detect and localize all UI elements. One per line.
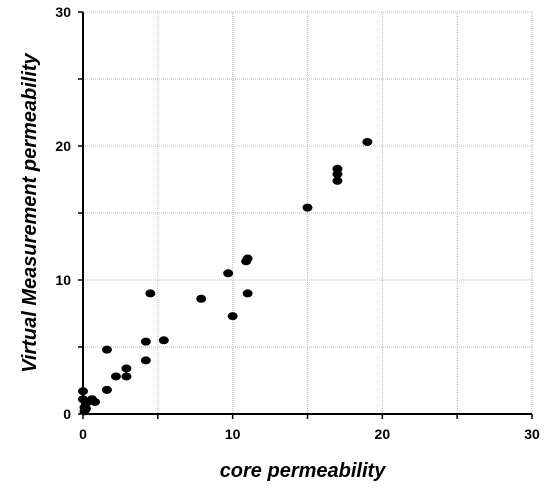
data-point bbox=[89, 397, 100, 406]
x-axis-title: core permeability bbox=[220, 460, 387, 482]
data-point bbox=[223, 269, 234, 278]
data-point bbox=[121, 364, 132, 373]
grid-lines bbox=[83, 11, 533, 414]
x-tick-label: 10 bbox=[225, 426, 241, 442]
data-point bbox=[140, 356, 151, 365]
data-point bbox=[196, 294, 207, 303]
x-tick-label: 20 bbox=[375, 426, 391, 442]
axes bbox=[78, 11, 533, 419]
data-points bbox=[78, 137, 373, 416]
data-point bbox=[332, 176, 343, 185]
y-axis-title: Virtual Measurement permeability bbox=[19, 52, 41, 372]
data-point bbox=[362, 137, 373, 146]
data-point bbox=[121, 372, 132, 381]
data-point bbox=[78, 387, 88, 396]
x-tick-label: 30 bbox=[524, 426, 540, 442]
data-point bbox=[227, 312, 238, 321]
data-point bbox=[140, 337, 151, 346]
data-point bbox=[145, 289, 156, 298]
data-point bbox=[332, 164, 343, 173]
y-tick-label: 30 bbox=[55, 4, 71, 20]
data-point bbox=[158, 336, 169, 345]
data-point bbox=[110, 372, 121, 381]
data-point bbox=[101, 345, 112, 354]
y-tick-label: 0 bbox=[63, 406, 71, 422]
data-point bbox=[101, 385, 112, 394]
tick-labels: 0 10 20 30 0 10 20 30 bbox=[55, 4, 540, 442]
y-tick-label: 10 bbox=[55, 272, 71, 288]
data-point bbox=[242, 254, 253, 263]
y-tick-label: 20 bbox=[55, 138, 71, 154]
x-tick-label: 0 bbox=[79, 426, 87, 442]
data-point bbox=[242, 289, 253, 298]
data-point bbox=[302, 203, 313, 212]
